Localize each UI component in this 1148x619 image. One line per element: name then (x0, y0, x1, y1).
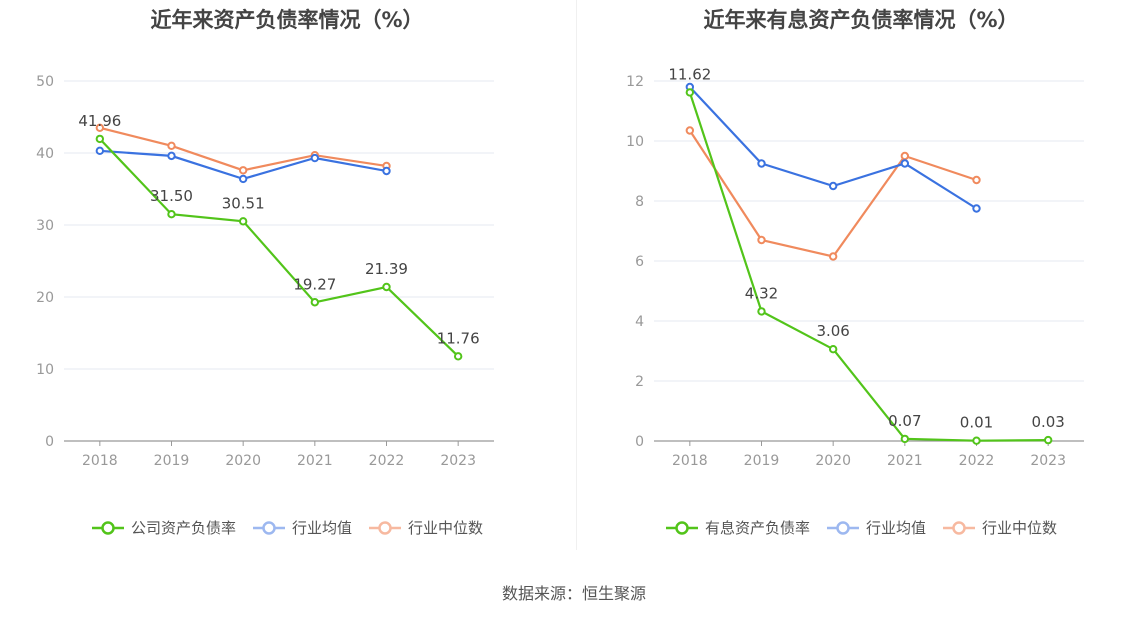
data-label: 4.32 (745, 284, 778, 302)
data-point (900, 434, 910, 444)
data-point (828, 252, 838, 261)
legend-line-icon (943, 520, 975, 535)
legend-line-icon (665, 520, 698, 535)
x-tick-label: 2019 (154, 453, 190, 469)
x-tick-label: 2018 (672, 453, 708, 469)
data-label: 0.03 (1031, 413, 1064, 431)
data-point (95, 134, 105, 144)
y-tick-label: 2 (635, 374, 644, 390)
legend-label: 行业中位数 (982, 519, 1058, 537)
series-line (99, 138, 459, 358)
legend-line-icon (826, 520, 859, 535)
y-tick-label: 40 (36, 146, 54, 162)
data-point (238, 217, 248, 226)
legend-item-industry-mean[interactable]: 行业均值 (826, 517, 926, 538)
data-point (972, 175, 981, 185)
legend-label: 行业均值 (865, 519, 926, 537)
y-tick-label: 12 (626, 74, 644, 90)
chart-plot-debt-ratio: 0 10 20 30 40 50 2018 2019 2020 2021 2022 2023 41.96… (36, 74, 494, 469)
legend-item-industry-median[interactable]: 行业中位数 (368, 517, 483, 538)
data-point (382, 166, 391, 176)
data-point (900, 151, 910, 161)
series-line (688, 129, 977, 258)
x-tick-label: 2023 (1030, 453, 1066, 469)
data-point (972, 436, 981, 445)
data-point (900, 159, 910, 168)
x-tick-label: 2020 (815, 453, 851, 469)
legend-item-company[interactable]: 有息资产负债率 (665, 517, 810, 538)
data-point (685, 88, 695, 97)
series-line (688, 92, 1049, 442)
data-point (310, 153, 320, 163)
x-tick-label: 2021 (297, 453, 333, 469)
data-point (453, 352, 463, 361)
data-label: 31.50 (150, 187, 193, 205)
data-point (167, 151, 176, 161)
data-point (167, 141, 176, 151)
data-label: 3.06 (816, 322, 849, 340)
data-point (310, 298, 320, 307)
legend-item-company[interactable]: 公司资产负债率 (91, 517, 236, 538)
legend-label: 行业中位数 (408, 519, 484, 537)
y-tick-label: 10 (36, 362, 54, 378)
legend-line-icon (369, 520, 401, 535)
legend: 有息资产负债率 行业均值 行业中位数 (574, 517, 1148, 538)
data-point (757, 235, 766, 245)
data-point (238, 174, 248, 184)
y-tick-label: 0 (45, 434, 54, 450)
data-point (95, 123, 105, 133)
data-source-note: 数据来源：恒生聚源 (501, 584, 646, 603)
data-point (757, 307, 766, 316)
y-tick-label: 0 (635, 434, 644, 450)
data-point (757, 159, 766, 168)
y-tick-label: 30 (36, 218, 54, 234)
data-point (828, 181, 838, 191)
data-point (828, 345, 838, 354)
legend: 公司资产负债率 行业均值 行业中位数 (0, 517, 574, 538)
chart-title: 近年来有息资产负债率情况（%） (703, 8, 1019, 32)
legend-label: 公司资产负债率 (130, 519, 236, 537)
legend-item-industry-median[interactable]: 行业中位数 (942, 517, 1057, 538)
x-tick-label: 2020 (225, 453, 261, 469)
data-label: 11.76 (437, 329, 480, 347)
legend-item-industry-mean[interactable]: 行业均值 (252, 517, 352, 538)
y-tick-label: 50 (36, 74, 54, 90)
x-tick-label: 2018 (82, 453, 118, 469)
series-line (99, 149, 387, 181)
y-tick-label: 6 (635, 254, 644, 270)
data-point (167, 210, 176, 219)
data-point (972, 204, 981, 213)
data-point (382, 282, 391, 292)
x-tick-label: 2021 (887, 453, 923, 469)
y-tick-label: 4 (635, 314, 644, 330)
x-tick-label: 2023 (440, 453, 476, 469)
chart-panel-interest-debt-ratio: 近年来有息资产负债率情况（%） 0 2 4 6 8 10 12 2018 2019 2020 202… (574, 0, 1148, 560)
legend-line-icon (91, 520, 124, 535)
data-point (1043, 435, 1053, 445)
legend-label: 行业均值 (291, 519, 352, 537)
y-tick-label: 20 (36, 290, 54, 306)
data-label: 11.62 (668, 65, 711, 83)
data-point (685, 126, 695, 135)
data-label: 21.39 (365, 260, 408, 278)
data-label: 41.96 (78, 112, 121, 130)
panel-divider (576, 0, 577, 550)
chart-title: 近年来资产负债率情况（%） (150, 8, 424, 32)
chart-plot-interest-debt-ratio: 0 2 4 6 8 10 12 2018 2019 2020 2021 2022 2023 11.62 4.… (626, 65, 1084, 469)
chart-panel-debt-ratio: 近年来资产负债率情况（%） 0 10 20 30 40 50 2018 2019 2020 202… (0, 0, 574, 560)
legend-label: 有息资产负债率 (704, 519, 810, 537)
data-label: 30.51 (222, 194, 265, 212)
series-line (688, 86, 978, 210)
data-point (238, 166, 248, 175)
x-tick-label: 2022 (959, 453, 995, 469)
data-label: 19.27 (293, 275, 336, 293)
data-label: 0.01 (960, 414, 993, 432)
y-tick-label: 8 (635, 194, 644, 210)
x-tick-label: 2022 (369, 453, 405, 469)
data-point (95, 146, 105, 156)
x-tick-label: 2019 (744, 453, 780, 469)
legend-line-icon (252, 520, 285, 535)
y-tick-label: 10 (626, 134, 644, 150)
data-label: 0.07 (888, 412, 921, 430)
